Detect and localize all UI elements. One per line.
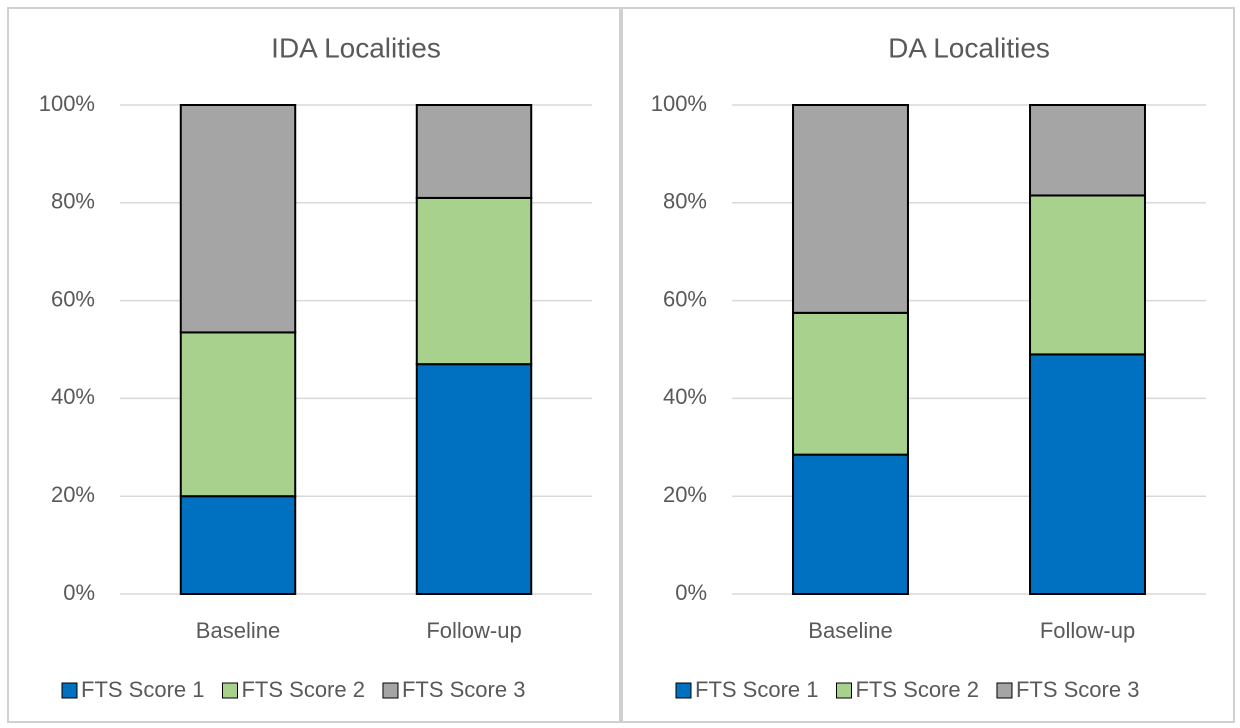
x-tick-label: Baseline [808, 618, 892, 643]
legend-swatch [61, 682, 78, 699]
y-tick-label: 0% [63, 580, 95, 605]
legend-label: FTS Score 2 [855, 677, 978, 702]
y-tick-label: 0% [675, 580, 707, 605]
y-tick-label: 60% [51, 286, 95, 311]
bar-segment [1029, 353, 1146, 596]
bar-segment [1029, 194, 1146, 356]
bar-segment [792, 311, 909, 456]
legend-swatch [382, 682, 399, 699]
y-tick-label: 60% [663, 286, 707, 311]
bar-segment [179, 495, 297, 596]
legend-swatch [675, 682, 692, 699]
bar-segment [415, 363, 533, 596]
legend-swatch [996, 682, 1013, 699]
y-tick-label: 40% [663, 384, 707, 409]
y-tick-label: 80% [51, 189, 95, 214]
legend-label: FTS Score 1 [695, 677, 818, 702]
chart-title: DA Localities [888, 32, 1050, 63]
y-tick-label: 80% [663, 189, 707, 214]
x-tick-label: Follow-up [1040, 618, 1135, 643]
legend-swatch [221, 682, 238, 699]
y-tick-label: 20% [663, 482, 707, 507]
y-tick-label: 40% [51, 384, 95, 409]
legend-label: FTS Score 3 [402, 677, 525, 702]
bar-segment [179, 331, 297, 498]
legend-label: FTS Score 3 [1016, 677, 1139, 702]
bar-segment [415, 196, 533, 366]
legend-label: FTS Score 1 [81, 677, 204, 702]
legend-label: FTS Score 2 [241, 677, 364, 702]
bar-segment [179, 104, 297, 334]
x-tick-label: Baseline [196, 618, 280, 643]
y-tick-label: 100% [39, 91, 95, 116]
legend-swatch [835, 682, 852, 699]
bar-segment [792, 453, 909, 596]
x-tick-label: Follow-up [426, 618, 521, 643]
y-tick-label: 100% [651, 91, 707, 116]
bar-segment [1029, 104, 1146, 197]
bar-segment [792, 104, 909, 314]
bar-segment [415, 104, 533, 199]
chart-title: IDA Localities [271, 32, 441, 63]
y-tick-label: 20% [51, 482, 95, 507]
